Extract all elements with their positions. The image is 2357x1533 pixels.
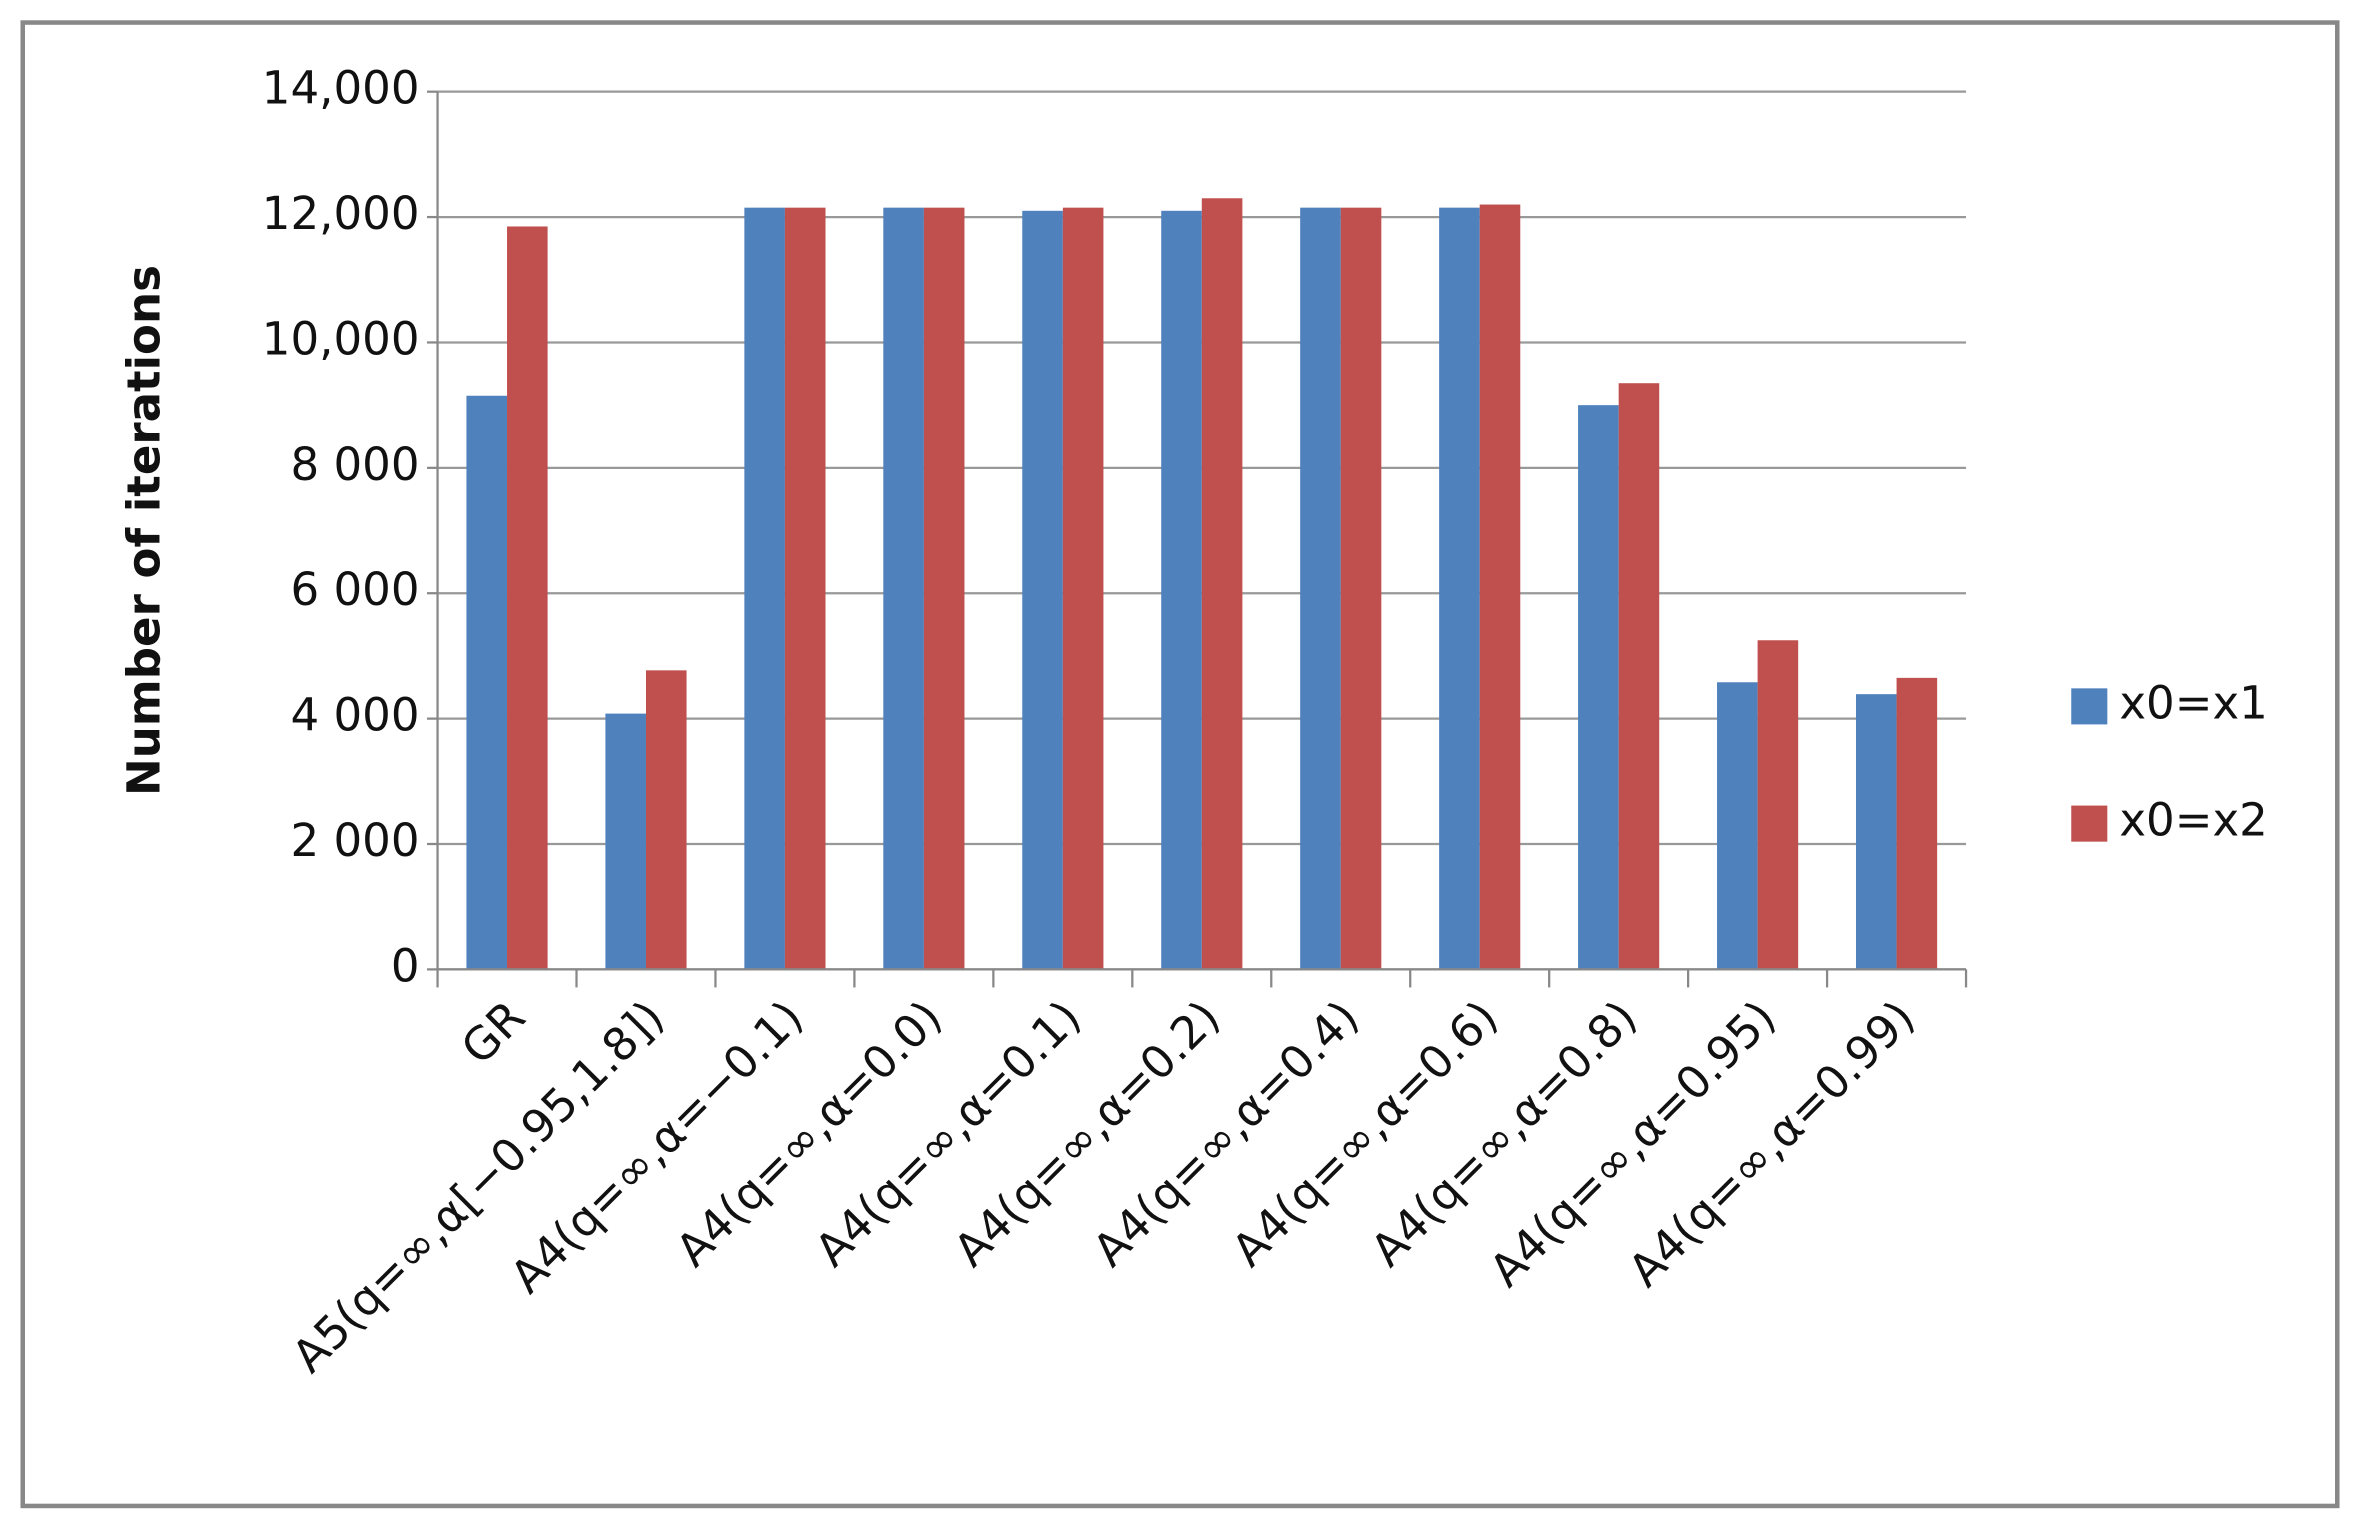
legend-swatch bbox=[2071, 805, 2108, 842]
bar bbox=[466, 395, 508, 970]
bar bbox=[883, 207, 924, 970]
bar bbox=[605, 713, 646, 970]
bar bbox=[1439, 207, 1480, 970]
bar bbox=[1300, 207, 1341, 970]
bar bbox=[1757, 640, 1799, 970]
legend-swatch bbox=[2071, 688, 2108, 725]
bar bbox=[1717, 682, 1758, 970]
bar bbox=[1855, 694, 1897, 970]
bar bbox=[1022, 210, 1063, 970]
bar bbox=[1062, 207, 1104, 970]
bar bbox=[507, 226, 548, 970]
bar bbox=[1618, 383, 1660, 970]
y-tick-label: 14,000 bbox=[262, 62, 420, 115]
y-tick-label: 0 bbox=[391, 939, 420, 992]
bar bbox=[744, 207, 785, 970]
bar bbox=[923, 207, 965, 970]
y-tick-label: 10,000 bbox=[262, 312, 420, 365]
bar bbox=[1161, 210, 1202, 970]
y-tick-label: 2 000 bbox=[290, 814, 419, 867]
bar bbox=[645, 670, 687, 970]
bar bbox=[1896, 677, 1938, 970]
bar bbox=[1578, 405, 1619, 970]
y-tick-label: 6 000 bbox=[290, 563, 419, 616]
legend-label: x0=x1 bbox=[2119, 676, 2268, 729]
y-axis-title: Number of iterations bbox=[117, 265, 170, 796]
bar bbox=[1340, 207, 1382, 970]
y-tick-label: 12,000 bbox=[262, 187, 420, 240]
bar bbox=[1479, 204, 1521, 970]
legend-label: x0=x2 bbox=[2119, 794, 2268, 847]
y-tick-label: 4 000 bbox=[290, 689, 419, 742]
bar bbox=[1201, 198, 1243, 970]
bar bbox=[784, 207, 826, 970]
y-tick-label: 8 000 bbox=[290, 438, 419, 491]
